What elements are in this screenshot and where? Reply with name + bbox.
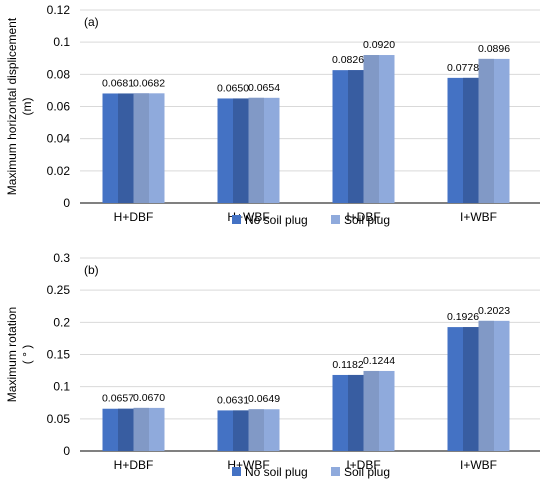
bar-shade — [118, 408, 134, 451]
y-tick-label: 0 — [63, 196, 70, 210]
y-tick-label: 0 — [63, 444, 70, 458]
bar-shade — [133, 93, 149, 203]
y-tick-label: 0.15 — [47, 348, 71, 362]
x-tick-label: I+DBF — [346, 210, 380, 224]
data-label: 0.0920 — [363, 39, 395, 51]
y-tick-label: 0.2 — [53, 315, 70, 329]
bar-shade — [233, 98, 249, 203]
bar-shade — [363, 55, 379, 204]
data-label: 0.0650 — [217, 82, 249, 94]
x-tick-label: H+DBF — [114, 210, 154, 224]
bar-shade — [478, 320, 494, 451]
data-label: 0.0654 — [248, 82, 280, 94]
bar-shade — [348, 374, 364, 451]
x-tick-label: H+DBF — [114, 458, 154, 472]
data-label: 0.1182 — [332, 359, 363, 371]
bar-shade — [248, 97, 264, 203]
panel-label: (b) — [84, 263, 99, 277]
y-tick-label: 0.12 — [47, 3, 71, 17]
y-tick-label: 0.1 — [53, 380, 70, 394]
x-tick-label: I+WBF — [460, 210, 497, 224]
data-label: 0.0649 — [248, 393, 280, 405]
bar-shade — [463, 327, 479, 451]
legend-entry: Soil plug — [344, 213, 390, 227]
data-label: 0.0657 — [102, 393, 134, 405]
data-label: 0.1926 — [447, 311, 479, 323]
legend-entry: No soil plug — [245, 465, 308, 479]
legend-swatch — [232, 215, 241, 224]
y-axis-unit: ( ° ) — [20, 345, 34, 364]
y-tick-label: 0.1 — [53, 35, 70, 49]
bar-shade — [233, 410, 249, 451]
data-label: 0.0778 — [447, 62, 479, 74]
bar-shade — [463, 77, 479, 203]
panel-label: (a) — [84, 15, 99, 29]
y-axis-unit: (m) — [20, 98, 34, 116]
y-tick-label: 0.3 — [53, 251, 70, 265]
y-tick-label: 0.08 — [47, 67, 71, 81]
legend-swatch — [331, 215, 340, 224]
data-label: 0.0896 — [478, 43, 510, 55]
bar-shade — [348, 70, 364, 203]
data-label: 0.0631 — [217, 394, 249, 406]
data-label: 0.1244 — [363, 355, 395, 367]
y-tick-label: 0.02 — [47, 164, 71, 178]
legend-entry: Soil plug — [344, 465, 390, 479]
y-axis-label: Maximum rotation — [5, 307, 19, 402]
bar-shade — [118, 93, 134, 203]
bar-shade — [363, 370, 379, 451]
data-label: 0.0670 — [133, 392, 165, 404]
data-label: 0.0826 — [332, 54, 364, 66]
legend-entry: No soil plug — [245, 213, 308, 227]
data-label: 0.0682 — [133, 77, 165, 89]
y-tick-label: 0.05 — [47, 412, 71, 426]
x-tick-label: I+DBF — [346, 458, 380, 472]
bar-shade — [133, 407, 149, 451]
y-tick-label: 0.25 — [47, 283, 71, 297]
legend-swatch — [232, 467, 241, 476]
x-tick-label: I+WBF — [460, 458, 497, 472]
bar-shade — [478, 58, 494, 203]
legend-swatch — [331, 467, 340, 476]
data-label: 0.0681 — [102, 77, 134, 89]
data-label: 0.2023 — [478, 305, 510, 317]
bar-shade — [248, 409, 264, 451]
y-tick-label: 0.04 — [47, 132, 71, 146]
y-tick-label: 0.06 — [47, 100, 71, 114]
y-axis-label: Maximum horizontal displicement — [5, 17, 19, 195]
